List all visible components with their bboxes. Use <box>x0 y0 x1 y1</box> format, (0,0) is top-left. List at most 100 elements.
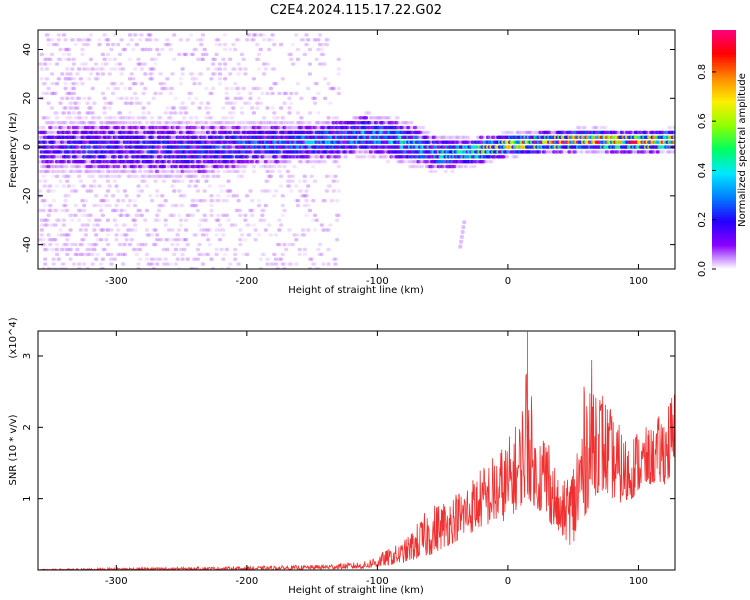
spectrogram-cell <box>124 150 129 154</box>
spectrogram-cell <box>61 111 66 115</box>
spectrogram-cell <box>155 47 160 52</box>
spectrogram-cell <box>139 150 144 154</box>
spectrogram-cell <box>331 86 336 91</box>
spectrogram-cell <box>133 91 138 96</box>
spectrogram-cell <box>116 164 121 169</box>
snr-y-label: SNR (10 * v/v) <box>8 414 19 485</box>
spectrogram-cell <box>287 184 292 188</box>
spectrogram-cell <box>46 145 51 149</box>
spectrogram-cell <box>112 174 117 178</box>
spectrogram-cell <box>95 169 100 174</box>
spectrogram-cell <box>307 121 312 125</box>
spectrogram-cell <box>85 252 90 257</box>
spectrogram-cell <box>104 38 109 42</box>
spectrogram-cell <box>150 164 155 169</box>
spectrogram-cell <box>44 130 49 135</box>
spectrogram-cell <box>192 47 197 52</box>
spectrogram-cell <box>384 155 389 159</box>
spectrogram-plot-area <box>38 30 675 269</box>
spectrogram-cell <box>44 121 49 125</box>
spectrogram-cell <box>231 121 236 125</box>
spectrogram-cell <box>121 145 126 149</box>
spectrogram-cell <box>61 135 66 139</box>
spectrogram-cell <box>109 82 114 86</box>
spectrogram-cell <box>41 184 46 188</box>
spectrogram-cell <box>256 203 262 208</box>
spectrogram-cell <box>105 140 111 144</box>
spectrogram-cell <box>87 77 92 81</box>
spectrogram-cell <box>133 150 138 154</box>
spectrogram-cell <box>289 262 294 266</box>
spectrogram-cell <box>80 242 85 247</box>
spectrogram-cell <box>122 169 127 174</box>
spectrogram-cell <box>102 33 107 37</box>
spectrogram-cell <box>168 91 173 96</box>
spectrogram-cell <box>234 194 239 198</box>
spectrogram-cell <box>190 160 195 164</box>
spectrogram-cell <box>99 203 104 208</box>
spectrogram-cell <box>63 203 68 208</box>
spectrogram-cell <box>41 82 46 86</box>
spectrogram-cell <box>144 121 150 125</box>
spectrogram-cell <box>46 155 51 159</box>
spectrogram-cell <box>279 184 284 188</box>
spectrogram-cell <box>199 160 204 164</box>
spectrogram-cell <box>158 121 163 125</box>
spectrogram-cell <box>134 252 139 257</box>
spectrogram-cell <box>153 91 158 96</box>
spectrogram-cell <box>51 125 56 130</box>
spectrogram-cell <box>183 155 189 159</box>
spectrogram-cell <box>119 130 124 135</box>
spectrogram-cell <box>99 199 104 203</box>
spectrogram-cell <box>133 169 138 174</box>
spectrogram-cell <box>39 77 44 81</box>
spectrogram-cell <box>63 106 68 110</box>
spectrogram-cell <box>180 203 185 208</box>
spectrogram-cell <box>116 174 121 178</box>
spectrogram-cell <box>56 57 61 61</box>
spectrogram-cell <box>233 252 238 257</box>
spectrogram-cell <box>109 101 114 105</box>
spectrogram-cell <box>55 208 60 213</box>
spectrogram-cell <box>263 203 268 208</box>
spectrogram-cell <box>97 164 102 169</box>
spectrogram-cell <box>190 169 195 174</box>
spectrogram-cell <box>112 57 117 61</box>
spectrogram-cell <box>85 189 90 193</box>
spectrogram-cell <box>160 194 165 198</box>
spectrogram-cell <box>272 164 277 169</box>
spectrogram-cell <box>66 57 71 61</box>
spectrogram-cell <box>233 247 238 252</box>
spectrogram-cell <box>88 189 94 193</box>
spectrogram-cell <box>49 121 55 125</box>
spectrogram-cell <box>38 125 43 130</box>
spectrogram-cell <box>202 130 207 135</box>
spectrogram-cell <box>170 125 175 130</box>
spectrogram-cell <box>190 77 195 81</box>
spectrogram-cell <box>82 262 87 266</box>
spectrogram-cell <box>65 91 70 96</box>
spectrogram-cell <box>53 42 58 47</box>
spectrogram-cell <box>66 174 71 178</box>
spectrogram-cell <box>77 174 82 178</box>
spectrogram-cell <box>314 57 319 61</box>
spectrogram-cell <box>56 257 61 261</box>
spectrogram-cell <box>85 164 90 169</box>
spectrogram-cell <box>107 184 112 188</box>
spectrogram-cell <box>161 262 167 266</box>
spectrogram-cell <box>83 140 88 144</box>
spectrogram-cell <box>51 42 56 47</box>
spectrogram-cell <box>104 62 109 66</box>
spectrogram-cell <box>65 233 70 237</box>
spectrogram-cell <box>77 38 82 42</box>
spectrogram-cell <box>100 72 105 76</box>
spectrogram-cell <box>139 130 144 135</box>
spectrogram-cell <box>39 233 44 237</box>
spectrogram-cell <box>433 169 438 174</box>
spectrogram-cell <box>180 67 185 71</box>
spectrogram-cell <box>178 111 183 115</box>
spectrogram-cell <box>170 184 175 188</box>
spectrogram-cell <box>80 121 85 125</box>
spectrogram-cell <box>200 252 206 257</box>
spectrogram-cell <box>46 116 51 120</box>
